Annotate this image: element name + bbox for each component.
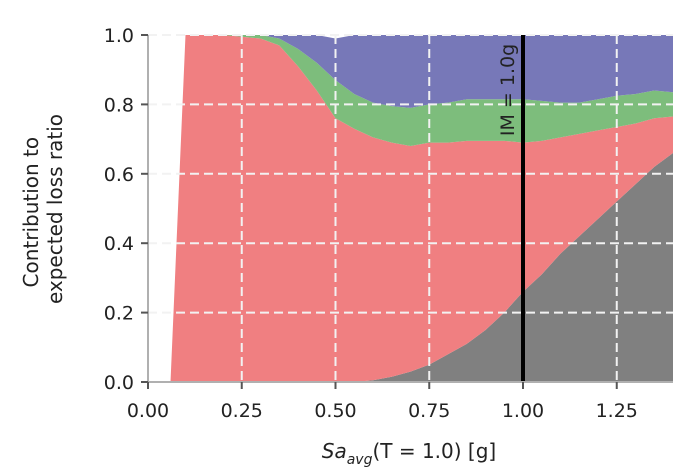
area-series-1	[166, 152, 673, 382]
x-axis-label: Saavg(T = 1.0) [g]	[322, 439, 496, 468]
x-tick-label: 0.00	[127, 400, 169, 422]
axes	[141, 34, 673, 389]
y-tick-labels: 0.0 0.2 0.4 0.6 0.8 1.0	[104, 25, 134, 394]
y-axis-label-line-2: expected loss ratio	[43, 114, 67, 304]
x-axis-label-subscript: avg	[347, 452, 373, 468]
y-tick-label: 0.2	[104, 303, 134, 325]
x-axis-label-base: Sa	[322, 439, 347, 463]
im-marker: IM = 1.0g	[497, 35, 525, 382]
y-tick-label: 0.6	[104, 164, 134, 186]
y-axis-label-line-1: Contribution to	[19, 137, 43, 288]
x-tick-label: 0.25	[221, 400, 263, 422]
y-tick-label: 0.4	[104, 233, 134, 255]
area-series-3	[166, 35, 673, 382]
x-tick-label: 1.00	[502, 400, 544, 422]
y-tick-label: 0.0	[104, 372, 134, 394]
x-axis-label-rest: (T = 1.0) [g]	[372, 439, 496, 463]
area-series-2	[166, 35, 673, 382]
y-tick-label: 1.0	[104, 25, 134, 47]
im-label: IM = 1.0g	[497, 44, 519, 136]
y-tick-label: 0.8	[104, 94, 134, 116]
x-tick-labels: 0.00 0.25 0.50 0.75 1.00 1.25	[127, 400, 638, 422]
x-tick-label: 1.25	[596, 400, 638, 422]
y-axis-label: Contribution to expected loss ratio	[19, 114, 67, 304]
x-tick-label: 0.50	[314, 400, 356, 422]
x-tick-label: 0.75	[408, 400, 450, 422]
